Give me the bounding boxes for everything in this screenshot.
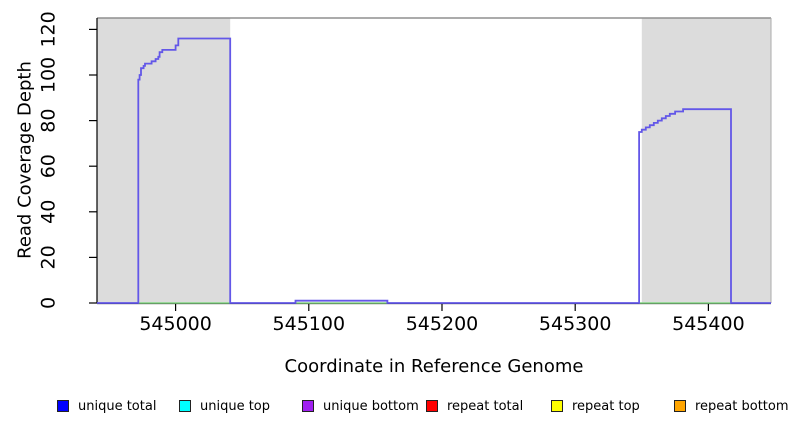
legend-label: unique top [200,398,271,414]
legend-item-repeat-bottom: repeat bottom [674,398,789,414]
legend-item-repeat-total: repeat total [426,398,523,414]
y-axis-title: Read Coverage Depth [14,61,36,259]
legend-swatch-icon [551,400,563,412]
y-tick-label: 60 [38,154,60,178]
x-tick-label: 545200 [406,313,479,335]
y-tick-label: 120 [38,11,60,47]
x-tick-label: 545000 [139,313,212,335]
shaded-region [641,18,771,303]
legend: unique total unique top unique bottom repea… [0,396,792,420]
x-tick-label: 545400 [672,313,745,335]
legend-item-repeat-top: repeat top [551,398,640,414]
legend-swatch-icon [426,400,438,412]
legend-item-unique-total: unique total [57,398,156,414]
legend-item-unique-bottom: unique bottom [302,398,419,414]
y-tick-label: 0 [38,297,60,309]
y-tick-label: 80 [38,109,60,133]
x-tick-label: 545300 [539,313,612,335]
y-tick-label: 100 [38,57,60,93]
legend-swatch-icon [302,400,314,412]
legend-swatch-icon [179,400,191,412]
legend-item-unique-top: unique top [179,398,270,414]
coverage-line [97,37,771,304]
legend-label: repeat total [447,398,524,414]
x-tick-label: 545100 [273,313,346,335]
legend-swatch-icon [57,400,69,412]
legend-label: repeat bottom [695,398,789,414]
y-tick-label: 40 [38,200,60,224]
shaded-region [97,18,231,303]
legend-label: unique total [78,398,157,414]
legend-label: unique bottom [323,398,419,414]
y-tick-label: 20 [38,245,60,269]
legend-swatch-icon [674,400,686,412]
legend-label: repeat top [572,398,640,414]
x-axis-title: Coordinate in Reference Genome [284,356,584,377]
